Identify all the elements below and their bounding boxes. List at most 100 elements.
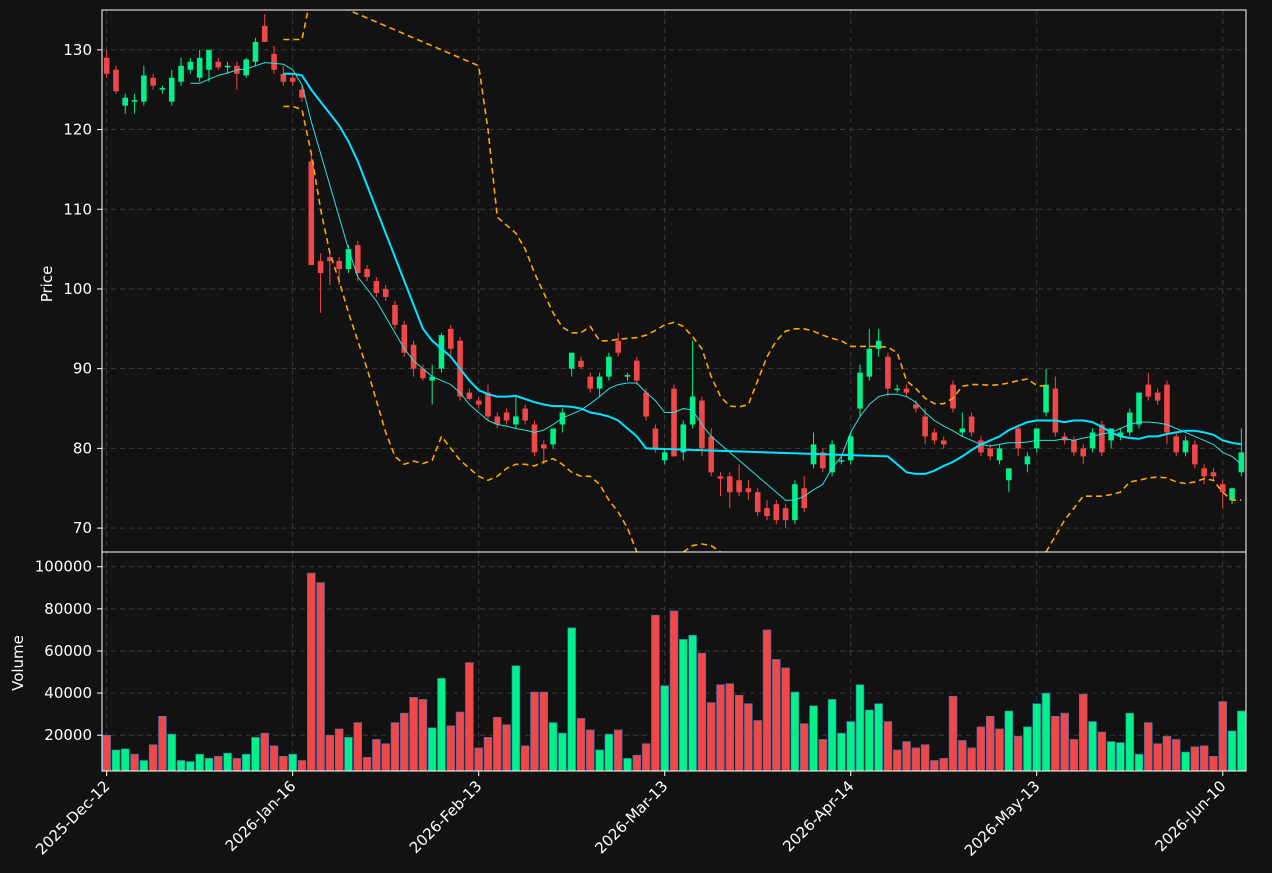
price-tick-label: 120 [63,121,92,139]
volume-bar [437,678,446,771]
volume-bar [1078,693,1088,771]
volume-bar [846,721,855,771]
volume-bar [362,757,372,771]
slow-moving-average-line [283,72,1242,475]
volume-tick-label: 40000 [44,684,92,702]
candle-body [754,492,761,513]
volume-bar [186,761,195,771]
candle-body [261,25,268,42]
volume-bar [1153,743,1162,771]
volume-bar [1227,730,1237,771]
candle-body [987,448,994,457]
candle-body [420,368,426,379]
candle-body [168,77,175,102]
candle-body [392,304,398,325]
volume-bar [1060,712,1069,771]
candle-body [410,344,417,369]
volume-bar [1190,746,1200,771]
candle-body [401,324,408,353]
volume-bar [930,760,939,771]
volume-bar [1209,755,1218,771]
candle-body [634,360,640,381]
volume-bar [1023,726,1032,771]
candle-body [1080,448,1087,457]
volume-bar [1097,731,1107,771]
volume-bar [837,732,846,771]
candle-body [1219,484,1226,493]
volume-bar [1125,712,1134,771]
volume-bar [251,737,260,771]
volume-bar [418,699,428,771]
candle-body [671,388,677,457]
candle-body [550,428,556,445]
volume-bar [539,691,549,771]
candle-body [866,348,873,377]
candle-body [382,288,389,297]
volume-bar [892,749,902,771]
volume-bar [260,732,270,771]
volume-bar [1162,735,1172,771]
volume-bar [669,610,679,771]
candle-body [1126,412,1133,433]
volume-bar [595,749,604,771]
price-tick-label: 100 [63,280,92,298]
candle-body [224,65,231,68]
candle-body [940,440,947,445]
volume-bar [660,685,669,771]
candle-body [336,261,342,270]
volume-bar [1171,739,1181,771]
candle-body [1043,384,1049,413]
candle-body [1173,436,1180,453]
candle-body [289,77,296,82]
volume-bar [502,724,511,771]
volume-bar [214,755,223,771]
volume-bar [818,739,828,771]
candle-body [643,392,649,417]
volume-bar [623,758,632,771]
candle-body [820,452,826,469]
volume-bar [474,747,483,771]
volume-bar [353,722,363,771]
volume-bar [446,725,456,771]
volume-tick-label: 60000 [44,642,92,660]
candle-body [150,77,156,86]
volume-bar [1032,703,1041,771]
volume-bar [911,747,921,771]
volume-bar [148,744,158,771]
volume-bar [827,699,837,771]
candle-body [773,504,780,521]
volume-bar [204,758,214,771]
candle-body [215,61,222,68]
candle-body [1136,392,1142,425]
candle-body [717,476,724,479]
lower-band-line-tail [1045,476,1242,552]
volume-bar [939,758,948,771]
candle-body [1052,388,1059,433]
candle-body [308,161,315,266]
volume-bar [1134,753,1144,771]
candle-body [540,444,547,449]
volume-bar [102,734,111,771]
volume-bar [716,684,725,771]
lower-band-line-segment [682,543,721,552]
volume-bar [641,743,651,771]
candle-body [1089,432,1096,449]
candle-body [606,356,612,377]
volume-bar [372,739,381,771]
volume-bar [1088,721,1097,771]
volume-bar [288,753,297,771]
volume-bar [530,691,539,771]
candle-body [271,53,277,70]
candle-body [931,432,938,441]
volume-bar [548,722,558,771]
candle-body [364,269,370,278]
candle-body [494,416,501,425]
candle-body [875,340,882,349]
volume-bar [1051,715,1060,771]
candle-body [1108,428,1114,441]
volume-bar [1144,722,1153,771]
volume-bar [799,723,809,771]
volume-bar [790,691,800,771]
volume-bar [1004,710,1014,771]
